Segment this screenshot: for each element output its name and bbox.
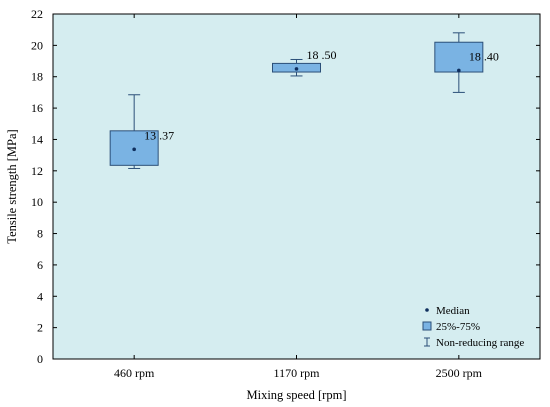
box-group: 18 .50	[272, 48, 337, 77]
legend-median-symbol	[425, 308, 429, 312]
box-series: 13 .37 18 .50 18 .40	[109, 32, 499, 169]
x-tick-label: 2500 rpm	[436, 366, 483, 380]
legend-box-symbol	[422, 321, 432, 331]
y-tick-label: 0	[37, 352, 43, 366]
median-point	[294, 67, 299, 71]
legend-item: 25%-75%	[422, 321, 480, 333]
legend: Median 25%-75% Non-reducing range	[422, 305, 524, 349]
x-tick-label: 460 rpm	[114, 366, 155, 380]
x-tick-label: 1170 rpm	[274, 366, 321, 380]
y-tick-label: 14	[31, 132, 43, 146]
box-group: 13 .37	[109, 94, 174, 169]
y-tick-label: 4	[37, 289, 43, 303]
legend-label: 25%-75%	[436, 321, 480, 333]
legend-label: Median	[436, 305, 470, 317]
y-axis-label: Tensile strength [MPa]	[5, 129, 19, 243]
iqr-box	[434, 41, 484, 73]
y-axis: 0 2 4 6 8 10 12 14 16 18 20 22	[31, 7, 540, 366]
median-point	[132, 147, 136, 152]
x-axis: 460 rpm 1170 rpm 2500 rpm	[114, 14, 483, 380]
y-tick-label: 2	[37, 321, 43, 335]
median-point	[457, 68, 461, 73]
box-group: 18 .40	[434, 32, 499, 93]
y-tick-label: 8	[37, 227, 43, 241]
legend-item: Non-reducing range	[424, 337, 524, 349]
y-tick-label: 6	[37, 258, 43, 272]
y-tick-label: 22	[31, 7, 43, 21]
median-data-label: 18 .50	[307, 48, 337, 62]
legend-item: Median	[425, 305, 470, 317]
y-tick-label: 18	[31, 70, 43, 84]
legend-label: Non-reducing range	[436, 337, 524, 349]
y-tick-label: 12	[31, 164, 43, 178]
y-tick-label: 10	[31, 195, 43, 209]
median-data-label: 13 .37	[144, 128, 174, 142]
y-tick-label: 20	[31, 38, 43, 52]
y-tick-label: 16	[31, 101, 43, 115]
median-data-label: 18 .40	[469, 49, 499, 63]
x-axis-label: Mixing speed [rpm]	[247, 388, 347, 402]
